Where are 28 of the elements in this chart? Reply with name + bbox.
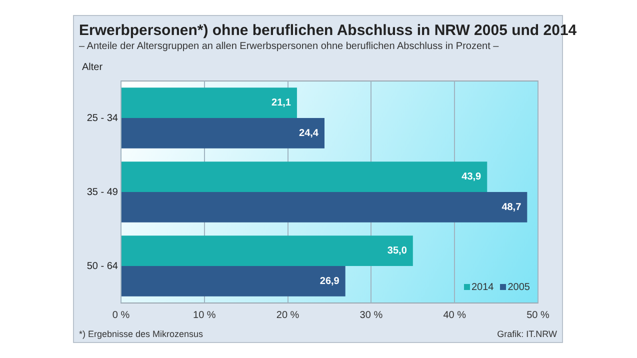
bar [122, 118, 324, 148]
bar [122, 192, 528, 222]
x-tick-label: 30 % [360, 310, 383, 321]
bar [122, 236, 413, 266]
bar [122, 162, 488, 192]
text: *) Ergebnisse des Mikrozensus [79, 329, 204, 339]
y-tick-label: 35 - 49 [86, 186, 118, 198]
x-tick-label: 0 % [112, 310, 130, 321]
data-label: 21,1 [272, 98, 292, 109]
chart-subtitle: – Anteile der Altersgruppen an allen Erwerbspersonen ohne beruflichen Abschluss in Prozent – [79, 41, 499, 52]
legend-label: 2014 [470, 282, 494, 293]
data-label: 35,0 [387, 246, 408, 257]
text: Grafik: IT.NRW [497, 329, 557, 339]
y-axis-title: Alter [82, 62, 103, 73]
data-label: 43,9 [462, 172, 482, 183]
bar [122, 266, 346, 296]
y-tick-label: 50 - 64 [86, 260, 118, 272]
bar [122, 88, 297, 118]
y-tick-label: 25 - 34 [86, 112, 118, 124]
x-tick-label: 20 % [276, 310, 300, 321]
legend-label: 2005 [506, 282, 530, 293]
data-label: 48,7 [502, 202, 522, 213]
data-label: 26,9 [320, 276, 340, 287]
chart-title: Erwerbpersonen*) ohne beruflichen Abschluss in NRW 2005 und 2014 [79, 22, 577, 39]
data-label: 24,4 [299, 128, 319, 139]
x-tick-label: 10 % [193, 310, 216, 321]
x-tick-label: 40 % [443, 310, 466, 321]
x-tick-label: 50 % [526, 310, 550, 321]
